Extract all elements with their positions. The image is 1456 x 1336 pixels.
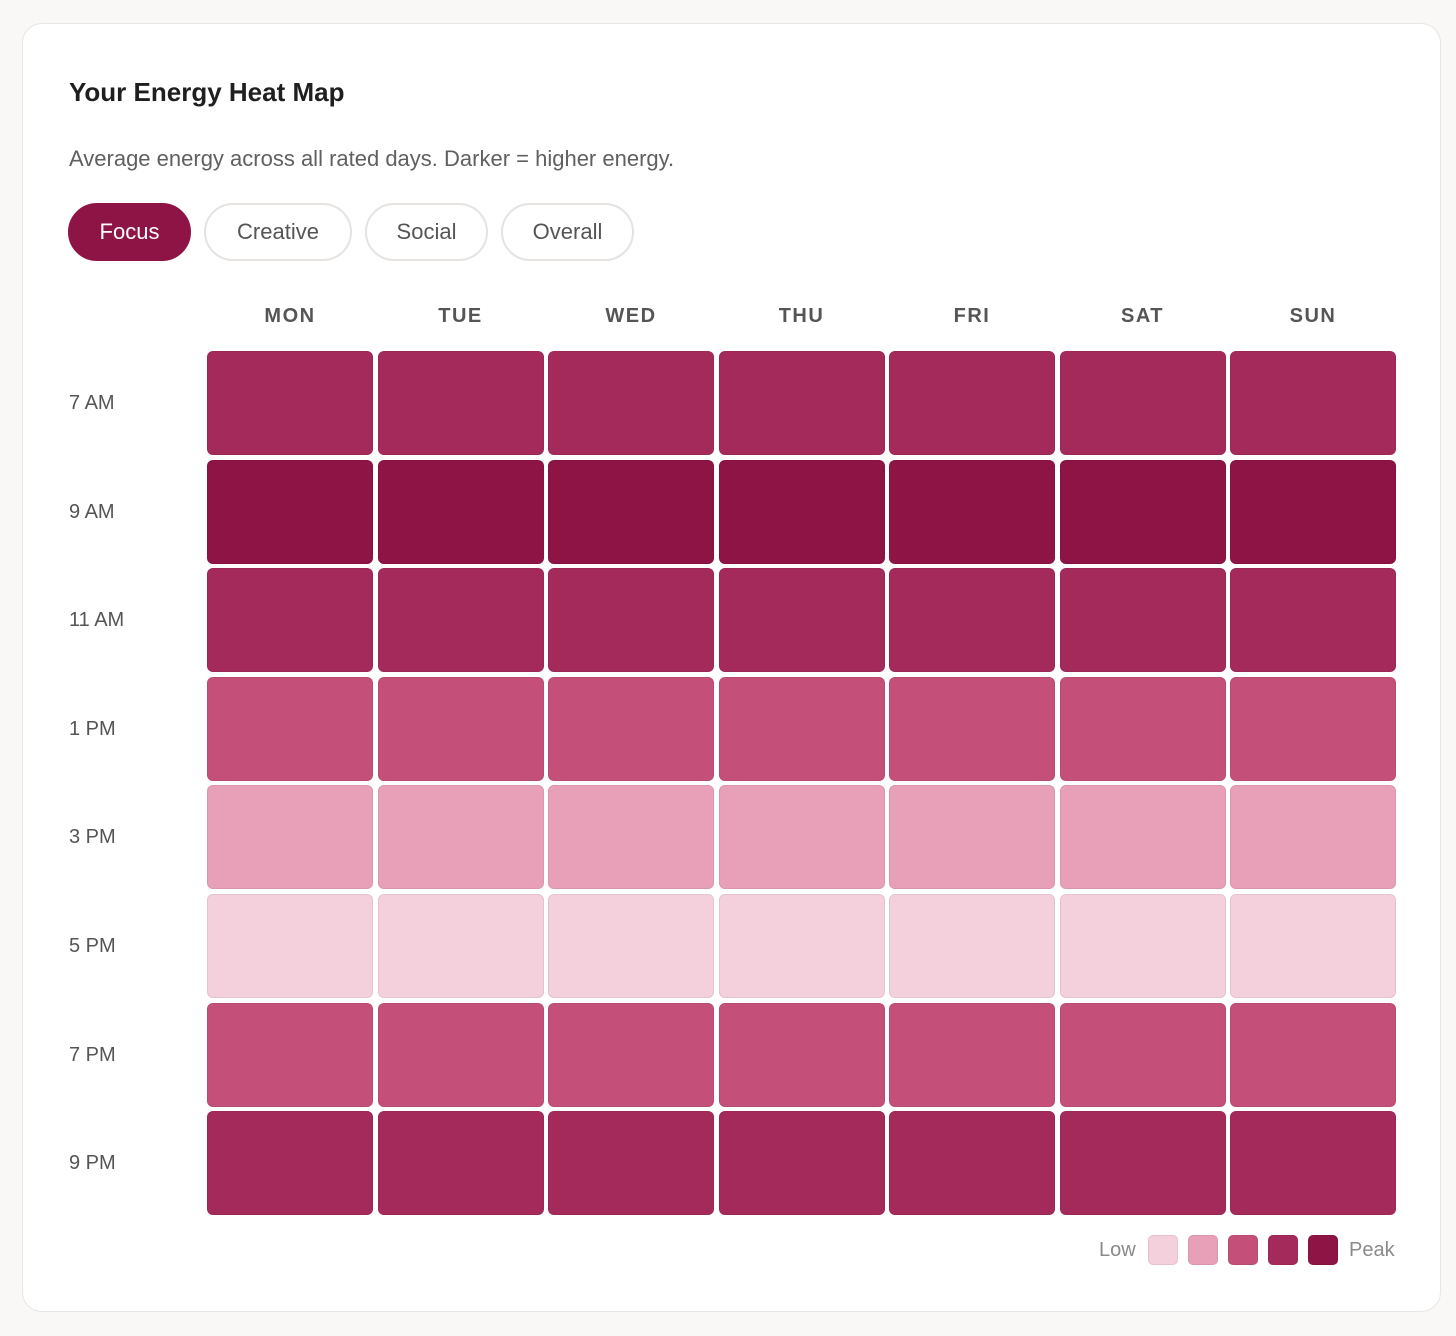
heat-cell-thu-5pm[interactable] [718, 894, 885, 998]
heat-cell-wed-1pm[interactable] [548, 676, 714, 781]
time-label-9-pm: 9 PM [69, 1152, 116, 1175]
legend-swatch-level-5 [1308, 1235, 1338, 1265]
heat-cell-fri-9pm[interactable] [889, 1111, 1055, 1216]
heat-cell-tue-9am[interactable] [377, 459, 544, 564]
heat-cell-fri-1pm[interactable] [889, 676, 1055, 781]
heat-cell-mon-9am[interactable] [207, 459, 373, 564]
heat-cell-wed-9am[interactable] [548, 459, 714, 564]
time-label-9-am: 9 AM [69, 500, 115, 523]
heat-cell-fri-7am[interactable] [889, 351, 1055, 455]
tab-social[interactable]: Social [365, 203, 488, 261]
heat-cell-wed-11am[interactable] [548, 568, 714, 673]
heat-cell-tue-11am[interactable] [377, 568, 544, 673]
heat-cell-mon-9pm[interactable] [207, 1111, 373, 1216]
heat-cell-tue-3pm[interactable] [377, 785, 544, 890]
time-label-7-am: 7 AM [69, 392, 115, 414]
legend-low-label: Low [1099, 1239, 1136, 1261]
heat-cell-tue-7am[interactable] [377, 351, 544, 455]
heat-cell-fri-5pm[interactable] [889, 894, 1055, 998]
heat-cell-fri-3pm[interactable] [889, 785, 1055, 890]
time-label-7-pm: 7 PM [69, 1043, 116, 1066]
time-label-5-pm: 5 PM [69, 935, 116, 957]
page-title: Your Energy Heat Map [69, 77, 345, 107]
heat-cell-sun-5pm[interactable] [1230, 894, 1396, 998]
heat-cell-wed-9pm[interactable] [548, 1111, 714, 1216]
heat-cell-sat-7pm[interactable] [1059, 1002, 1226, 1107]
heat-cell-fri-11am[interactable] [889, 568, 1055, 673]
heat-cell-tue-7pm[interactable] [377, 1002, 544, 1107]
heat-cell-sat-5pm[interactable] [1059, 894, 1226, 998]
heat-cell-fri-9am[interactable] [889, 459, 1055, 564]
heat-cell-thu-3pm[interactable] [718, 785, 885, 890]
heat-cell-sun-7am[interactable] [1230, 351, 1396, 455]
tab-overall[interactable]: Overall [501, 203, 634, 261]
heat-cell-wed-5pm[interactable] [548, 894, 714, 998]
tab-creative[interactable]: Creative [204, 203, 352, 261]
heat-cell-thu-9am[interactable] [718, 459, 885, 564]
heat-cell-mon-3pm[interactable] [207, 785, 373, 890]
heat-cell-thu-9pm[interactable] [718, 1111, 885, 1216]
heat-cell-mon-1pm[interactable] [207, 676, 373, 781]
heat-cell-mon-5pm[interactable] [207, 894, 373, 998]
heat-cell-sun-3pm[interactable] [1230, 785, 1396, 890]
heat-cell-sun-7pm[interactable] [1230, 1002, 1396, 1107]
legend-swatch-level-3 [1228, 1235, 1258, 1265]
heat-cell-sat-7am[interactable] [1059, 351, 1226, 455]
heat-cell-sun-9pm[interactable] [1230, 1111, 1396, 1216]
day-header-tue: TUE [438, 305, 483, 327]
heat-cell-tue-5pm[interactable] [377, 894, 544, 998]
heat-cell-sun-9am[interactable] [1230, 459, 1396, 564]
heat-cell-thu-7am[interactable] [718, 351, 885, 455]
time-label-1-pm: 1 PM [69, 717, 116, 740]
day-header-fri: FRI [953, 305, 991, 327]
heat-cell-sat-11am[interactable] [1059, 568, 1226, 673]
heat-cell-wed-7am[interactable] [548, 351, 714, 455]
heat-cell-sat-1pm[interactable] [1059, 676, 1226, 781]
heat-cell-sun-11am[interactable] [1230, 568, 1396, 673]
heat-cell-tue-9pm[interactable] [377, 1111, 544, 1216]
legend-swatch-level-1 [1148, 1235, 1178, 1265]
heat-cell-sun-1pm[interactable] [1230, 676, 1396, 781]
page-subtitle: Average energy across all rated days. Da… [69, 146, 675, 171]
heat-cell-sat-9pm[interactable] [1059, 1111, 1226, 1216]
day-header-thu: THU [778, 305, 825, 327]
heat-cell-thu-1pm[interactable] [718, 676, 885, 781]
heat-cell-mon-7pm[interactable] [207, 1002, 373, 1107]
heat-cell-tue-1pm[interactable] [377, 676, 544, 781]
heat-cell-mon-7am[interactable] [207, 351, 373, 455]
time-label-3-pm: 3 PM [69, 826, 116, 849]
legend-swatch-level-4 [1268, 1235, 1298, 1265]
heat-cell-sat-3pm[interactable] [1059, 785, 1226, 890]
heat-cell-sat-9am[interactable] [1059, 459, 1226, 564]
heat-cell-mon-11am[interactable] [207, 568, 373, 673]
heat-cell-wed-3pm[interactable] [548, 785, 714, 890]
heat-cell-thu-11am[interactable] [718, 568, 885, 673]
heat-cell-wed-7pm[interactable] [548, 1002, 714, 1107]
heat-cell-fri-7pm[interactable] [889, 1002, 1055, 1107]
tab-focus[interactable]: Focus [68, 203, 191, 261]
time-label-11-am: 11 AM [69, 609, 125, 632]
day-header-mon: MON [264, 305, 316, 327]
day-header-sun: SUN [1289, 305, 1337, 327]
day-header-sat: SAT [1120, 305, 1164, 327]
legend-peak-label: Peak [1349, 1239, 1395, 1261]
legend-swatch-level-2 [1188, 1235, 1218, 1265]
heat-cell-thu-7pm[interactable] [718, 1002, 885, 1107]
day-header-wed: WED [605, 305, 657, 327]
